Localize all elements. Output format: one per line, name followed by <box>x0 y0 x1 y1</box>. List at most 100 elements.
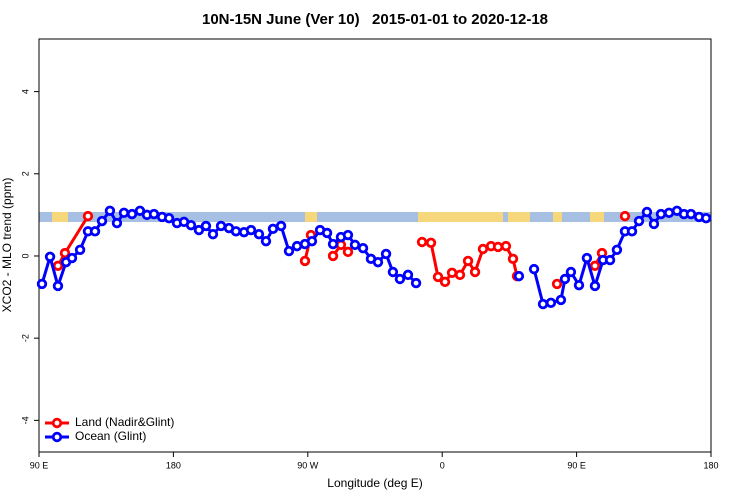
x-tick-label: 180 <box>703 460 718 470</box>
point <box>111 217 123 229</box>
point <box>372 256 384 268</box>
point <box>148 208 160 220</box>
land-patch <box>590 212 604 222</box>
plot-frame <box>38 38 712 453</box>
point <box>565 266 577 278</box>
point <box>555 294 567 306</box>
y-tick-label: -4 <box>20 416 30 424</box>
y-axis-label: XCO2 - MLO trend (ppm) <box>0 178 14 313</box>
point <box>163 212 175 224</box>
point <box>118 207 130 219</box>
chart-title: 10N-15N June (Ver 10) 2015-01-01 to 2020… <box>202 11 548 28</box>
land-patch <box>508 212 530 222</box>
point <box>507 253 519 265</box>
legend-marker <box>51 417 63 429</box>
ocean-strip <box>39 212 711 222</box>
point <box>439 276 451 288</box>
point <box>500 240 512 252</box>
y-tick-label: 4 <box>20 89 30 94</box>
point <box>200 220 212 232</box>
point <box>321 227 333 239</box>
point <box>492 241 504 253</box>
point <box>604 254 616 266</box>
point <box>589 280 601 292</box>
point <box>559 273 571 285</box>
point <box>104 205 116 216</box>
land-patch <box>305 212 317 222</box>
point <box>432 271 444 283</box>
point <box>416 236 428 248</box>
point <box>66 252 78 264</box>
x-tick-label: 0 <box>440 460 445 470</box>
point <box>44 251 56 263</box>
point <box>52 260 64 272</box>
x-tick-label: 90 W <box>297 460 319 470</box>
point <box>306 235 318 247</box>
point <box>477 243 489 255</box>
x-tick-label: 90 E <box>30 460 49 470</box>
legend-label: Ocean (Glint) <box>75 429 146 443</box>
legend-label: Land (Nadir&Glint) <box>75 415 174 429</box>
point <box>551 278 563 290</box>
point <box>462 255 474 267</box>
point <box>446 267 458 279</box>
point <box>59 247 71 259</box>
point <box>230 226 242 237</box>
point <box>537 298 549 310</box>
point <box>74 244 86 256</box>
point <box>96 215 108 227</box>
point <box>469 266 481 278</box>
land-patch <box>418 212 503 222</box>
y-tick-label: 0 <box>20 253 30 258</box>
point <box>641 206 653 218</box>
point <box>380 248 392 260</box>
point <box>299 255 311 267</box>
x-tick-label: 90 E <box>567 460 586 470</box>
point <box>134 205 146 216</box>
point <box>619 210 631 222</box>
point <box>215 220 227 232</box>
point <box>545 297 557 309</box>
point <box>245 224 257 236</box>
point <box>528 263 540 275</box>
land-ocean-map <box>39 212 711 222</box>
x-axis-label: Longitude (deg E) <box>327 476 422 490</box>
point <box>402 269 414 281</box>
point <box>349 239 361 251</box>
point <box>357 242 369 254</box>
point <box>126 208 138 220</box>
point <box>663 207 675 219</box>
land-patch <box>52 212 68 222</box>
point <box>327 250 339 262</box>
point <box>425 237 437 249</box>
point <box>454 269 466 281</box>
point <box>655 208 667 220</box>
point <box>387 266 399 278</box>
point <box>611 244 623 256</box>
point <box>685 208 697 220</box>
point <box>267 223 279 235</box>
point <box>648 218 660 230</box>
land-patch <box>553 212 562 222</box>
point <box>207 228 219 240</box>
point <box>253 228 265 240</box>
point <box>581 252 593 264</box>
point <box>260 235 272 247</box>
y-tick-label: 2 <box>20 171 30 176</box>
point <box>327 238 339 250</box>
x-tick-label: 180 <box>166 460 181 470</box>
legend: Land (Nadir&Glint)Ocean (Glint) <box>45 415 174 443</box>
point <box>52 280 64 292</box>
point <box>626 226 638 237</box>
point <box>342 246 354 258</box>
point <box>185 219 197 231</box>
point <box>633 215 645 227</box>
point <box>283 245 295 257</box>
point <box>193 224 205 236</box>
point <box>275 220 287 232</box>
point <box>82 210 94 222</box>
point <box>513 270 525 282</box>
point <box>573 279 585 291</box>
y-tick-label: -2 <box>20 334 30 342</box>
